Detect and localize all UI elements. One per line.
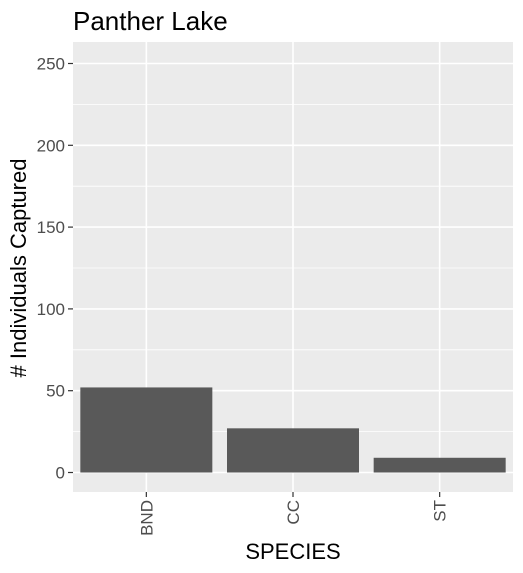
bar-cc	[227, 428, 359, 473]
gridlines	[73, 42, 513, 492]
x-tick-label-bnd: BND	[137, 500, 156, 536]
bar-bnd	[80, 387, 213, 473]
y-tick-label: 100	[37, 300, 65, 319]
x-axis: BND CC ST	[137, 492, 450, 536]
y-tick-label: 200	[37, 136, 65, 155]
x-axis-title: SPECIES	[245, 539, 340, 564]
y-tick-label: 150	[37, 218, 65, 237]
y-tick-label: 0	[56, 464, 65, 483]
x-tick-label-st: ST	[431, 500, 450, 522]
bars	[80, 387, 506, 473]
y-axis: 0 50 100 150 200 250	[37, 55, 73, 483]
y-axis-title: # Individuals Captured	[6, 159, 31, 378]
chart-title: Panther Lake	[73, 6, 228, 36]
y-tick-label: 250	[37, 55, 65, 74]
bar-st	[373, 457, 506, 473]
x-tick-label-cc: CC	[284, 500, 303, 525]
y-tick-label: 50	[46, 382, 65, 401]
